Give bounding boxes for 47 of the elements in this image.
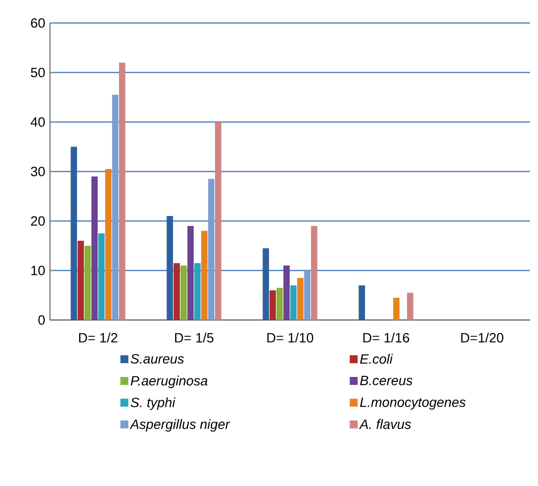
x-tick-label: D=1/20 <box>461 332 504 343</box>
bar <box>304 270 310 320</box>
bar <box>262 248 270 320</box>
y-tick-label: 20 <box>31 216 45 226</box>
bar <box>201 230 208 320</box>
bar <box>208 178 214 320</box>
legend-label: Aspergillus niger <box>130 419 230 432</box>
legend-label: P.aeruginosa <box>130 376 208 388</box>
bar <box>78 240 84 320</box>
bar <box>194 263 201 320</box>
bar <box>166 216 173 320</box>
x-tick-label: D= 1/10 <box>267 332 314 343</box>
legend-label: B.cereus <box>360 376 412 386</box>
bar <box>407 292 414 320</box>
y-tick-label: 50 <box>30 68 45 78</box>
legend-label: S.aureus <box>130 354 184 364</box>
bar <box>297 278 304 320</box>
bar <box>112 94 118 320</box>
y-tick-label: 40 <box>30 117 45 127</box>
bar <box>358 285 366 320</box>
bar <box>180 266 187 320</box>
bar <box>119 62 126 320</box>
legend-label: A. flavus <box>359 419 411 429</box>
y-tick-label: 60 <box>31 18 45 28</box>
x-tick-label: D= 1/5 <box>175 332 214 343</box>
bar <box>270 290 276 320</box>
y-tick-label: 10 <box>31 266 45 276</box>
y-tick-label: 0 <box>38 315 45 325</box>
bar <box>174 263 180 320</box>
bar <box>393 298 400 320</box>
bar <box>311 226 318 320</box>
bar <box>290 285 297 320</box>
bar <box>98 233 105 320</box>
y-tick-label: 30 <box>30 166 45 176</box>
bar <box>105 169 112 320</box>
bar <box>187 226 194 320</box>
bar <box>84 246 91 320</box>
bar <box>215 122 222 320</box>
bar <box>91 176 98 320</box>
bar <box>70 146 77 320</box>
legend-label: S. typhi <box>130 397 176 410</box>
bar <box>283 266 290 320</box>
bar <box>276 288 283 320</box>
legend-label: L.monocytogenes <box>360 398 466 410</box>
x-tick-label: D= 1/2 <box>79 332 118 343</box>
x-tick-label: D= 1/16 <box>363 332 410 343</box>
legend-label: E.coli <box>360 354 393 364</box>
